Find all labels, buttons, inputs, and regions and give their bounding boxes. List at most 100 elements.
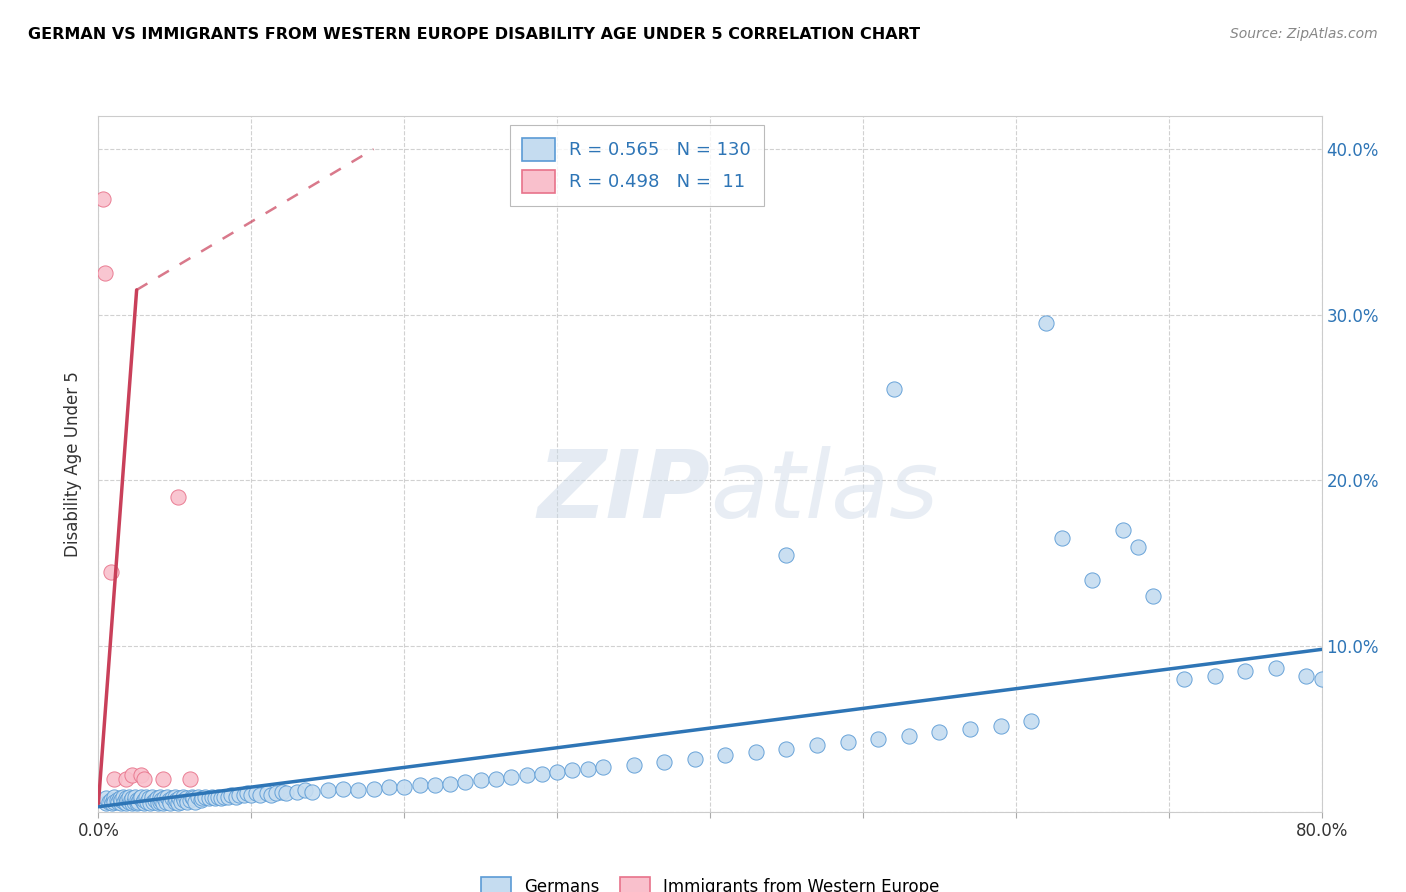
Point: [150, 793, 173, 807]
Point: [1112, 523, 1135, 537]
Point: [392, 780, 416, 794]
Point: [775, 548, 797, 562]
Y-axis label: Disability Age Under 5: Disability Age Under 5: [65, 371, 83, 557]
Point: [221, 788, 243, 802]
Point: [897, 729, 920, 743]
Text: ZIP: ZIP: [537, 446, 710, 538]
Point: [187, 789, 209, 804]
Point: [546, 764, 568, 779]
Point: [837, 735, 859, 749]
Point: [134, 797, 156, 811]
Point: [179, 793, 201, 807]
Point: [122, 795, 145, 809]
Point: [145, 791, 167, 805]
Point: [159, 797, 181, 811]
Point: [129, 768, 152, 782]
Point: [94, 791, 117, 805]
Point: [745, 745, 768, 759]
Point: [146, 797, 169, 811]
Point: [623, 758, 645, 772]
Point: [1019, 714, 1042, 728]
Point: [121, 797, 143, 811]
Point: [249, 788, 271, 802]
Point: [155, 795, 177, 809]
Point: [240, 788, 263, 802]
Point: [142, 795, 165, 809]
Point: [806, 739, 828, 753]
Point: [470, 773, 492, 788]
Point: [194, 789, 217, 804]
Point: [181, 791, 204, 805]
Point: [136, 795, 159, 809]
Point: [165, 793, 187, 807]
Point: [149, 795, 172, 809]
Point: [121, 791, 143, 805]
Point: [135, 789, 157, 804]
Text: GERMAN VS IMMIGRANTS FROM WESTERN EUROPE DISABILITY AGE UNDER 5 CORRELATION CHAR: GERMAN VS IMMIGRANTS FROM WESTERN EUROPE…: [28, 27, 921, 42]
Point: [125, 797, 148, 811]
Point: [103, 795, 125, 809]
Point: [868, 731, 890, 746]
Point: [301, 785, 323, 799]
Point: [576, 762, 599, 776]
Point: [118, 795, 141, 809]
Legend: Germans, Immigrants from Western Europe: Germans, Immigrants from Western Europe: [472, 869, 948, 892]
Point: [118, 789, 141, 804]
Point: [167, 490, 190, 504]
Point: [141, 789, 163, 804]
Point: [1173, 672, 1195, 686]
Point: [212, 789, 235, 804]
Point: [143, 793, 166, 807]
Point: [276, 787, 298, 801]
Text: Source: ZipAtlas.com: Source: ZipAtlas.com: [1230, 27, 1378, 41]
Point: [1295, 669, 1317, 683]
Point: [163, 789, 186, 804]
Point: [94, 797, 117, 811]
Point: [928, 725, 950, 739]
Point: [179, 772, 201, 786]
Point: [260, 788, 283, 802]
Point: [1142, 590, 1164, 604]
Point: [228, 788, 250, 802]
Point: [157, 793, 180, 807]
Point: [138, 791, 160, 805]
Point: [294, 783, 316, 797]
Point: [439, 776, 461, 790]
Point: [264, 787, 287, 801]
Point: [111, 789, 134, 804]
Point: [107, 795, 129, 809]
Point: [172, 789, 194, 804]
Point: [1050, 532, 1073, 546]
Point: [1035, 316, 1057, 330]
Point: [115, 791, 138, 805]
Point: [485, 772, 508, 786]
Point: [232, 788, 254, 802]
Point: [100, 793, 122, 807]
Point: [115, 797, 138, 811]
Point: [775, 741, 797, 756]
Point: [1128, 540, 1150, 554]
Point: [501, 770, 523, 784]
Point: [270, 785, 292, 799]
Point: [652, 755, 675, 769]
Point: [408, 778, 430, 792]
Point: [160, 791, 183, 805]
Point: [516, 768, 538, 782]
Point: [110, 797, 132, 811]
Point: [883, 382, 905, 396]
Point: [134, 772, 156, 786]
Point: [561, 764, 583, 778]
Point: [128, 791, 150, 805]
Point: [1264, 660, 1286, 674]
Point: [225, 789, 247, 804]
Point: [115, 772, 138, 786]
Point: [105, 793, 128, 807]
Point: [209, 791, 232, 805]
Text: atlas: atlas: [710, 446, 938, 537]
Point: [530, 766, 553, 780]
Point: [592, 760, 614, 774]
Point: [169, 791, 191, 805]
Point: [156, 789, 179, 804]
Point: [167, 797, 190, 811]
Point: [103, 772, 125, 786]
